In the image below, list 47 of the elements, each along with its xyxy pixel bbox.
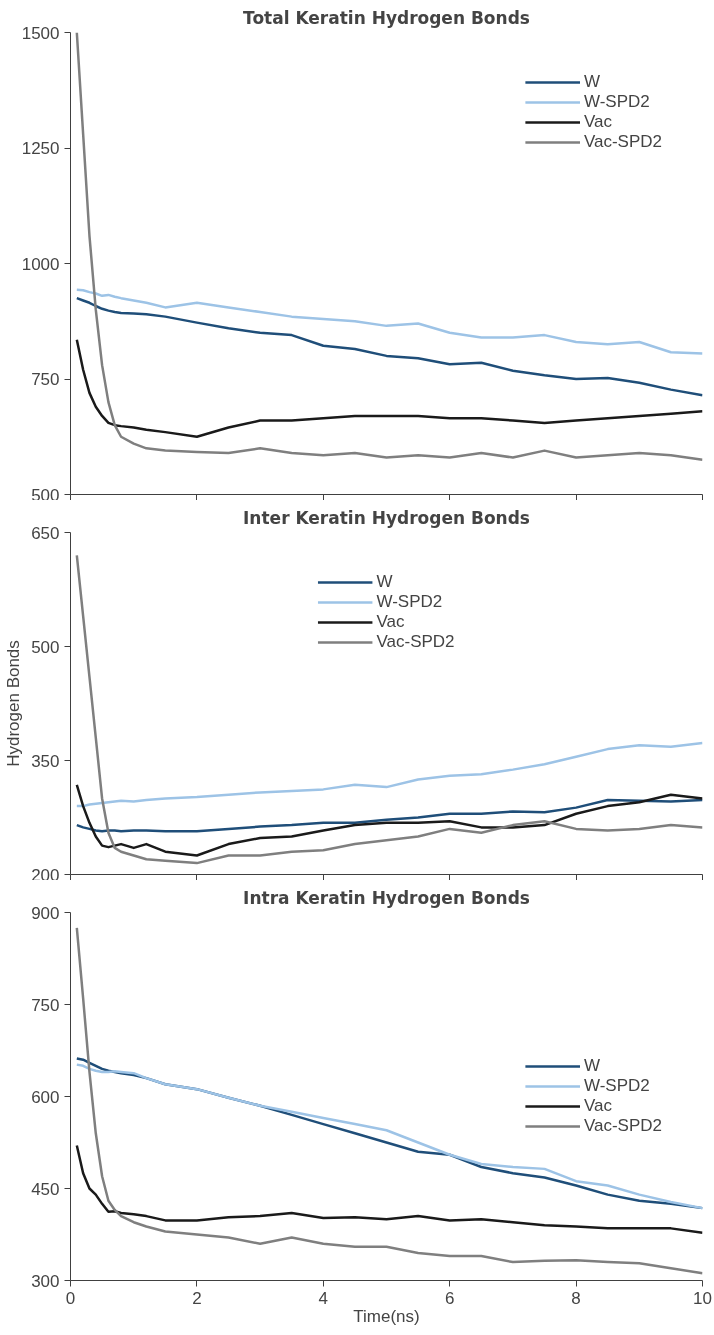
line-series: [75, 926, 703, 1275]
y-tick-label: 650: [31, 523, 60, 543]
line-series: [75, 798, 703, 833]
legend-label: W-SPD2: [376, 592, 443, 612]
x-tick-label: 8: [571, 1288, 581, 1308]
y-tick-label: 350: [31, 751, 60, 771]
line-series: [75, 32, 703, 462]
legend-label: W-SPD2: [583, 1076, 650, 1096]
legend-label: W: [583, 72, 601, 92]
line-series: [75, 1144, 703, 1234]
legend-label: W-SPD2: [583, 92, 650, 112]
line-series: [75, 288, 703, 355]
x-tick-label: 2: [192, 1288, 202, 1308]
chart-title: Intra Keratin Hydrogen Bonds: [243, 887, 530, 908]
x-tick-label: 0: [65, 1288, 76, 1308]
line-series: [75, 783, 703, 857]
y-tick-label: 900: [31, 903, 60, 923]
legend-label: Vac: [583, 112, 612, 132]
y-tick-label: 200: [31, 865, 60, 885]
y-tick-label: 450: [31, 1179, 60, 1199]
x-tick-label: 6: [444, 1288, 455, 1308]
legend-label: Vac-SPD2: [376, 632, 455, 652]
y-tick-label: 500: [31, 485, 60, 505]
legend-label: Vac: [583, 1096, 612, 1116]
line-series: [75, 741, 703, 808]
legend-label: Vac-SPD2: [583, 132, 662, 152]
legend-label: W: [583, 1056, 601, 1076]
x-tick-label: 10: [693, 1288, 712, 1308]
line-series: [75, 554, 703, 865]
y-tick-label: 1000: [21, 254, 60, 274]
y-tick-label: 600: [31, 1087, 60, 1107]
y-tick-label: 1250: [21, 139, 60, 158]
y-axis-title: Hydrogen Bonds: [4, 640, 24, 767]
line-series: [75, 338, 703, 438]
legend-label: W: [376, 572, 394, 592]
line-series: [75, 296, 703, 397]
x-axis-title: Time(ns): [353, 1306, 420, 1326]
y-tick-label: 500: [31, 637, 60, 657]
y-tick-label: 750: [31, 370, 60, 389]
x-tick-label: 4: [318, 1288, 329, 1308]
y-tick-label: 1500: [21, 23, 60, 43]
y-tick-label: 750: [31, 995, 60, 1015]
y-tick-label: 300: [31, 1271, 60, 1291]
chart-title: Inter Keratin Hydrogen Bonds: [243, 507, 530, 528]
legend-label: Vac-SPD2: [583, 1116, 662, 1136]
chart-title: Total Keratin Hydrogen Bonds: [243, 7, 530, 28]
legend-label: Vac: [376, 612, 405, 632]
